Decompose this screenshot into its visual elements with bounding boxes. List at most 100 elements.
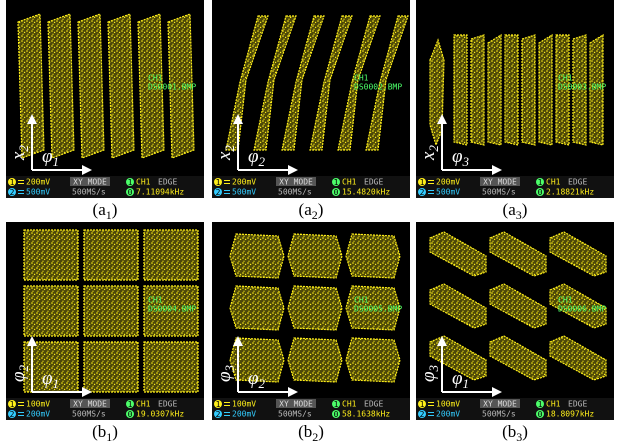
mode: XY MODE bbox=[73, 178, 107, 187]
trace bbox=[108, 14, 134, 158]
trace bbox=[505, 35, 518, 145]
trace bbox=[288, 338, 342, 382]
label-sub: 2 bbox=[222, 145, 237, 152]
trigger-source: CH1 bbox=[136, 178, 151, 187]
label-sub: 3 bbox=[222, 364, 237, 372]
channel-id: 1 bbox=[10, 178, 15, 187]
sample-rate: 500MS/s bbox=[482, 410, 516, 419]
label-sub: 1 bbox=[53, 376, 60, 391]
channel-id: 1 bbox=[128, 178, 133, 187]
ch1-scale: 200mV bbox=[232, 178, 256, 187]
mode: XY MODE bbox=[73, 400, 107, 409]
trigger-edge: EDGE bbox=[364, 178, 383, 187]
trigger-source: CH1 bbox=[546, 400, 561, 409]
marker-label: CH1 bbox=[354, 74, 369, 83]
frequency: 15.4820kHz bbox=[342, 188, 390, 197]
ch1-scale: 100mV bbox=[26, 400, 50, 409]
trigger-source: CH1 bbox=[546, 178, 561, 187]
label-main: φ bbox=[8, 371, 29, 382]
channel-id: 0 bbox=[128, 188, 133, 197]
frequency: 19.0307kHz bbox=[136, 410, 184, 419]
panel-caption: (b1) bbox=[92, 422, 118, 441]
label-sub: 3 bbox=[426, 364, 441, 372]
label-main: φ bbox=[418, 371, 439, 382]
scope-panel: CH1DS0001.BMPx2φ11200mVXY MODE1CH1EDGE25… bbox=[6, 0, 204, 198]
channel-id: 1 bbox=[334, 178, 339, 187]
channel-id: 1 bbox=[538, 178, 543, 187]
mode: XY MODE bbox=[279, 400, 313, 409]
channel-id: 1 bbox=[216, 400, 221, 409]
marker-label: DS0006.BMP bbox=[558, 305, 606, 314]
trigger-edge: EDGE bbox=[568, 400, 587, 409]
scope-panel: CH1DS0002.BMPx2φ21200mVXY MODE1CH1EDGE25… bbox=[212, 0, 410, 198]
panel-caption: (a3) bbox=[503, 200, 528, 222]
caption-prefix: (b bbox=[92, 422, 106, 441]
panel-caption: (a2) bbox=[299, 200, 324, 222]
channel-id: 0 bbox=[128, 410, 133, 419]
label-sub: 1 bbox=[463, 376, 470, 391]
trace bbox=[288, 234, 342, 278]
label-sub: 2 bbox=[426, 145, 441, 152]
channel-id: 2 bbox=[420, 410, 425, 419]
channel-id: 1 bbox=[10, 400, 15, 409]
ch2-scale: 500mV bbox=[26, 188, 50, 197]
trigger-source: CH1 bbox=[342, 178, 357, 187]
label-main: φ bbox=[42, 146, 53, 167]
trigger-edge: EDGE bbox=[568, 178, 587, 187]
scope-panel: CH1DS0004.BMPφ2φ11100mVXY MODE1CH1EDGE22… bbox=[6, 222, 204, 420]
trace bbox=[454, 35, 467, 145]
label-sub: 2 bbox=[259, 376, 266, 391]
trace bbox=[48, 14, 74, 158]
sample-rate: 500MS/s bbox=[72, 410, 106, 419]
marker-label: DS0005.BMP bbox=[354, 305, 402, 314]
label-sub: 3 bbox=[462, 154, 470, 169]
panel-caption: (b2) bbox=[298, 422, 324, 441]
caption-prefix: (a bbox=[299, 200, 313, 219]
channel-id: 0 bbox=[334, 188, 339, 197]
ch1-scale: 200mV bbox=[436, 178, 460, 187]
trigger-edge: EDGE bbox=[364, 400, 383, 409]
channel-id: 1 bbox=[420, 178, 425, 187]
label-main: φ bbox=[248, 368, 259, 389]
trace bbox=[84, 230, 138, 280]
channel-id: 1 bbox=[420, 400, 425, 409]
label-sub: 2 bbox=[16, 364, 31, 371]
channel-id: 0 bbox=[334, 410, 339, 419]
sample-rate: 500MS/s bbox=[278, 188, 312, 197]
trace bbox=[84, 286, 138, 336]
channel-id: 0 bbox=[538, 188, 543, 197]
label-sub: 2 bbox=[16, 145, 31, 152]
mode: XY MODE bbox=[279, 178, 313, 187]
ch1-scale: 100mV bbox=[232, 400, 256, 409]
marker-label: DS0003.BMP bbox=[558, 83, 606, 92]
sample-rate: 500MS/s bbox=[72, 188, 106, 197]
label-main: φ bbox=[42, 368, 53, 389]
figure: CH1DS0001.BMPx2φ11200mVXY MODE1CH1EDGE25… bbox=[0, 0, 619, 441]
label-main: φ bbox=[452, 368, 463, 389]
trace bbox=[539, 35, 552, 145]
trace bbox=[84, 342, 138, 392]
marker-label: DS0001.BMP bbox=[148, 83, 196, 92]
marker-label: CH1 bbox=[148, 296, 163, 305]
mode: XY MODE bbox=[483, 178, 517, 187]
ch2-scale: 200mV bbox=[436, 410, 460, 419]
caption-suffix: ) bbox=[522, 200, 528, 219]
trigger-source: CH1 bbox=[136, 400, 151, 409]
marker-label: CH1 bbox=[354, 296, 369, 305]
trace bbox=[24, 286, 78, 336]
caption-prefix: (b bbox=[502, 422, 516, 441]
frequency: 18.8097kHz bbox=[546, 410, 594, 419]
ch2-scale: 500mV bbox=[232, 188, 256, 197]
channel-id: 1 bbox=[216, 178, 221, 187]
panel-caption: (b3) bbox=[502, 422, 528, 441]
label-main: φ bbox=[248, 146, 259, 167]
sample-rate: 500MS/s bbox=[482, 188, 516, 197]
ch1-scale: 200mV bbox=[26, 178, 50, 187]
channel-id: 1 bbox=[334, 400, 339, 409]
trace bbox=[488, 35, 501, 145]
channel-id: 2 bbox=[10, 188, 15, 197]
trigger-edge: EDGE bbox=[158, 178, 177, 187]
ch2-scale: 200mV bbox=[26, 410, 50, 419]
caption-suffix: ) bbox=[112, 200, 118, 219]
trace bbox=[78, 14, 104, 158]
